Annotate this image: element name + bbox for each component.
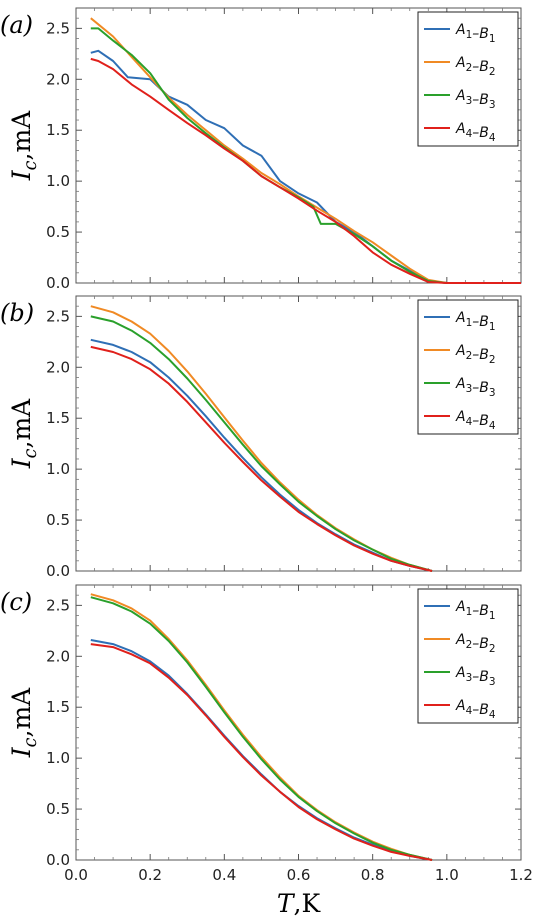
panel-c: 0.0 0.2 0.4 0.6 0.8 1.0 1.2 0.0 0.5 1.0 1.5 2.0 2.5 A… — [0, 584, 533, 918]
series-line-4 — [90, 57, 521, 284]
panel-label: (c) — [0, 588, 32, 616]
y-axis-title: Ic,mA — [7, 110, 41, 181]
series-line-1 — [90, 639, 433, 861]
y-tick-label: 1.0 — [46, 460, 70, 478]
series-line-1 — [90, 338, 433, 572]
y-tick-label: 0.0 — [46, 562, 70, 580]
y-tick-label: 1.5 — [46, 409, 70, 427]
legend-box — [417, 588, 519, 724]
y-tick-label: 0.0 — [46, 274, 70, 292]
series-line-4 — [90, 643, 433, 861]
y-tick-label: 1.5 — [46, 698, 70, 716]
legend-entry-2: A2–B2 — [455, 343, 496, 366]
legend: A1–B1 A2–B2 A3–B3 A4–B4 — [417, 11, 519, 147]
y-axis-title-text: Ic,mA — [7, 110, 41, 181]
y-tick-label: 1.5 — [46, 121, 70, 139]
x-tick-label: 0.0 — [64, 866, 88, 884]
series-line-4 — [90, 345, 433, 572]
y-tick-label: 1.0 — [46, 172, 70, 190]
panel-label: (b) — [0, 299, 34, 327]
series-line-2 — [90, 593, 433, 861]
y-axis-title-text: Ic,mA — [7, 687, 41, 758]
legend-box — [417, 11, 519, 147]
panel-a: 0.0 0.5 1.0 1.5 2.0 2.5 A1–B1 A2–B2 A3–B3 A4–B4 (a… — [0, 7, 522, 292]
legend: A1–B1 A2–B2 A3–B3 A4–B4 — [417, 299, 519, 435]
x-tick-label: 1.0 — [435, 866, 459, 884]
y-tick-label: 0.0 — [46, 851, 70, 869]
y-axis-title-text: Ic,mA — [7, 398, 41, 469]
legend-entry-4: A4–B4 — [455, 121, 496, 144]
series-line-3 — [90, 596, 433, 861]
legend: A1–B1 A2–B2 A3–B3 A4–B4 — [417, 588, 519, 724]
y-tick-label: 2.5 — [46, 307, 70, 325]
x-axis-title: T,K — [277, 889, 322, 918]
y-axis-title: Ic,mA — [7, 687, 41, 758]
y-tick-label: 1.0 — [46, 749, 70, 767]
y-tick-label: 2.0 — [46, 358, 70, 376]
panel-b: 0.0 0.5 1.0 1.5 2.0 2.5 A1–B1 A2–B2 A3–B3 A4–B4 (b… — [0, 295, 522, 580]
legend-entry-4: A4–B4 — [455, 409, 496, 432]
x-tick-label: 0.6 — [287, 866, 311, 884]
legend-entry-1: A1–B1 — [455, 310, 496, 333]
x-tick-label: 1.2 — [509, 866, 533, 884]
legend-entry-3: A3–B3 — [455, 376, 496, 399]
legend-entry-1: A1–B1 — [455, 599, 496, 622]
y-tick-label: 2.5 — [46, 596, 70, 614]
legend-entry-3: A3–B3 — [455, 665, 496, 688]
legend-box — [417, 299, 519, 435]
y-tick-label: 0.5 — [46, 223, 70, 241]
legend-entry-3: A3–B3 — [455, 88, 496, 111]
series-line-2 — [90, 305, 433, 572]
y-tick-label: 0.5 — [46, 800, 70, 818]
y-axis-title: Ic,mA — [7, 398, 41, 469]
legend-entry-1: A1–B1 — [455, 22, 496, 45]
series-line-2 — [90, 17, 521, 284]
legend-entry-4: A4–B4 — [455, 698, 496, 721]
legend-entry-2: A2–B2 — [455, 632, 496, 655]
legend-entry-2: A2–B2 — [455, 55, 496, 78]
panel-label: (a) — [0, 11, 33, 39]
y-tick-label: 0.5 — [46, 511, 70, 529]
x-tick-label: 0.4 — [212, 866, 236, 884]
x-tick-label: 0.8 — [361, 866, 385, 884]
series-line-3 — [90, 315, 433, 572]
x-tick-label: 0.2 — [138, 866, 162, 884]
y-tick-label: 2.5 — [46, 19, 70, 37]
y-tick-label: 2.0 — [46, 647, 70, 665]
y-tick-label: 2.0 — [46, 70, 70, 88]
